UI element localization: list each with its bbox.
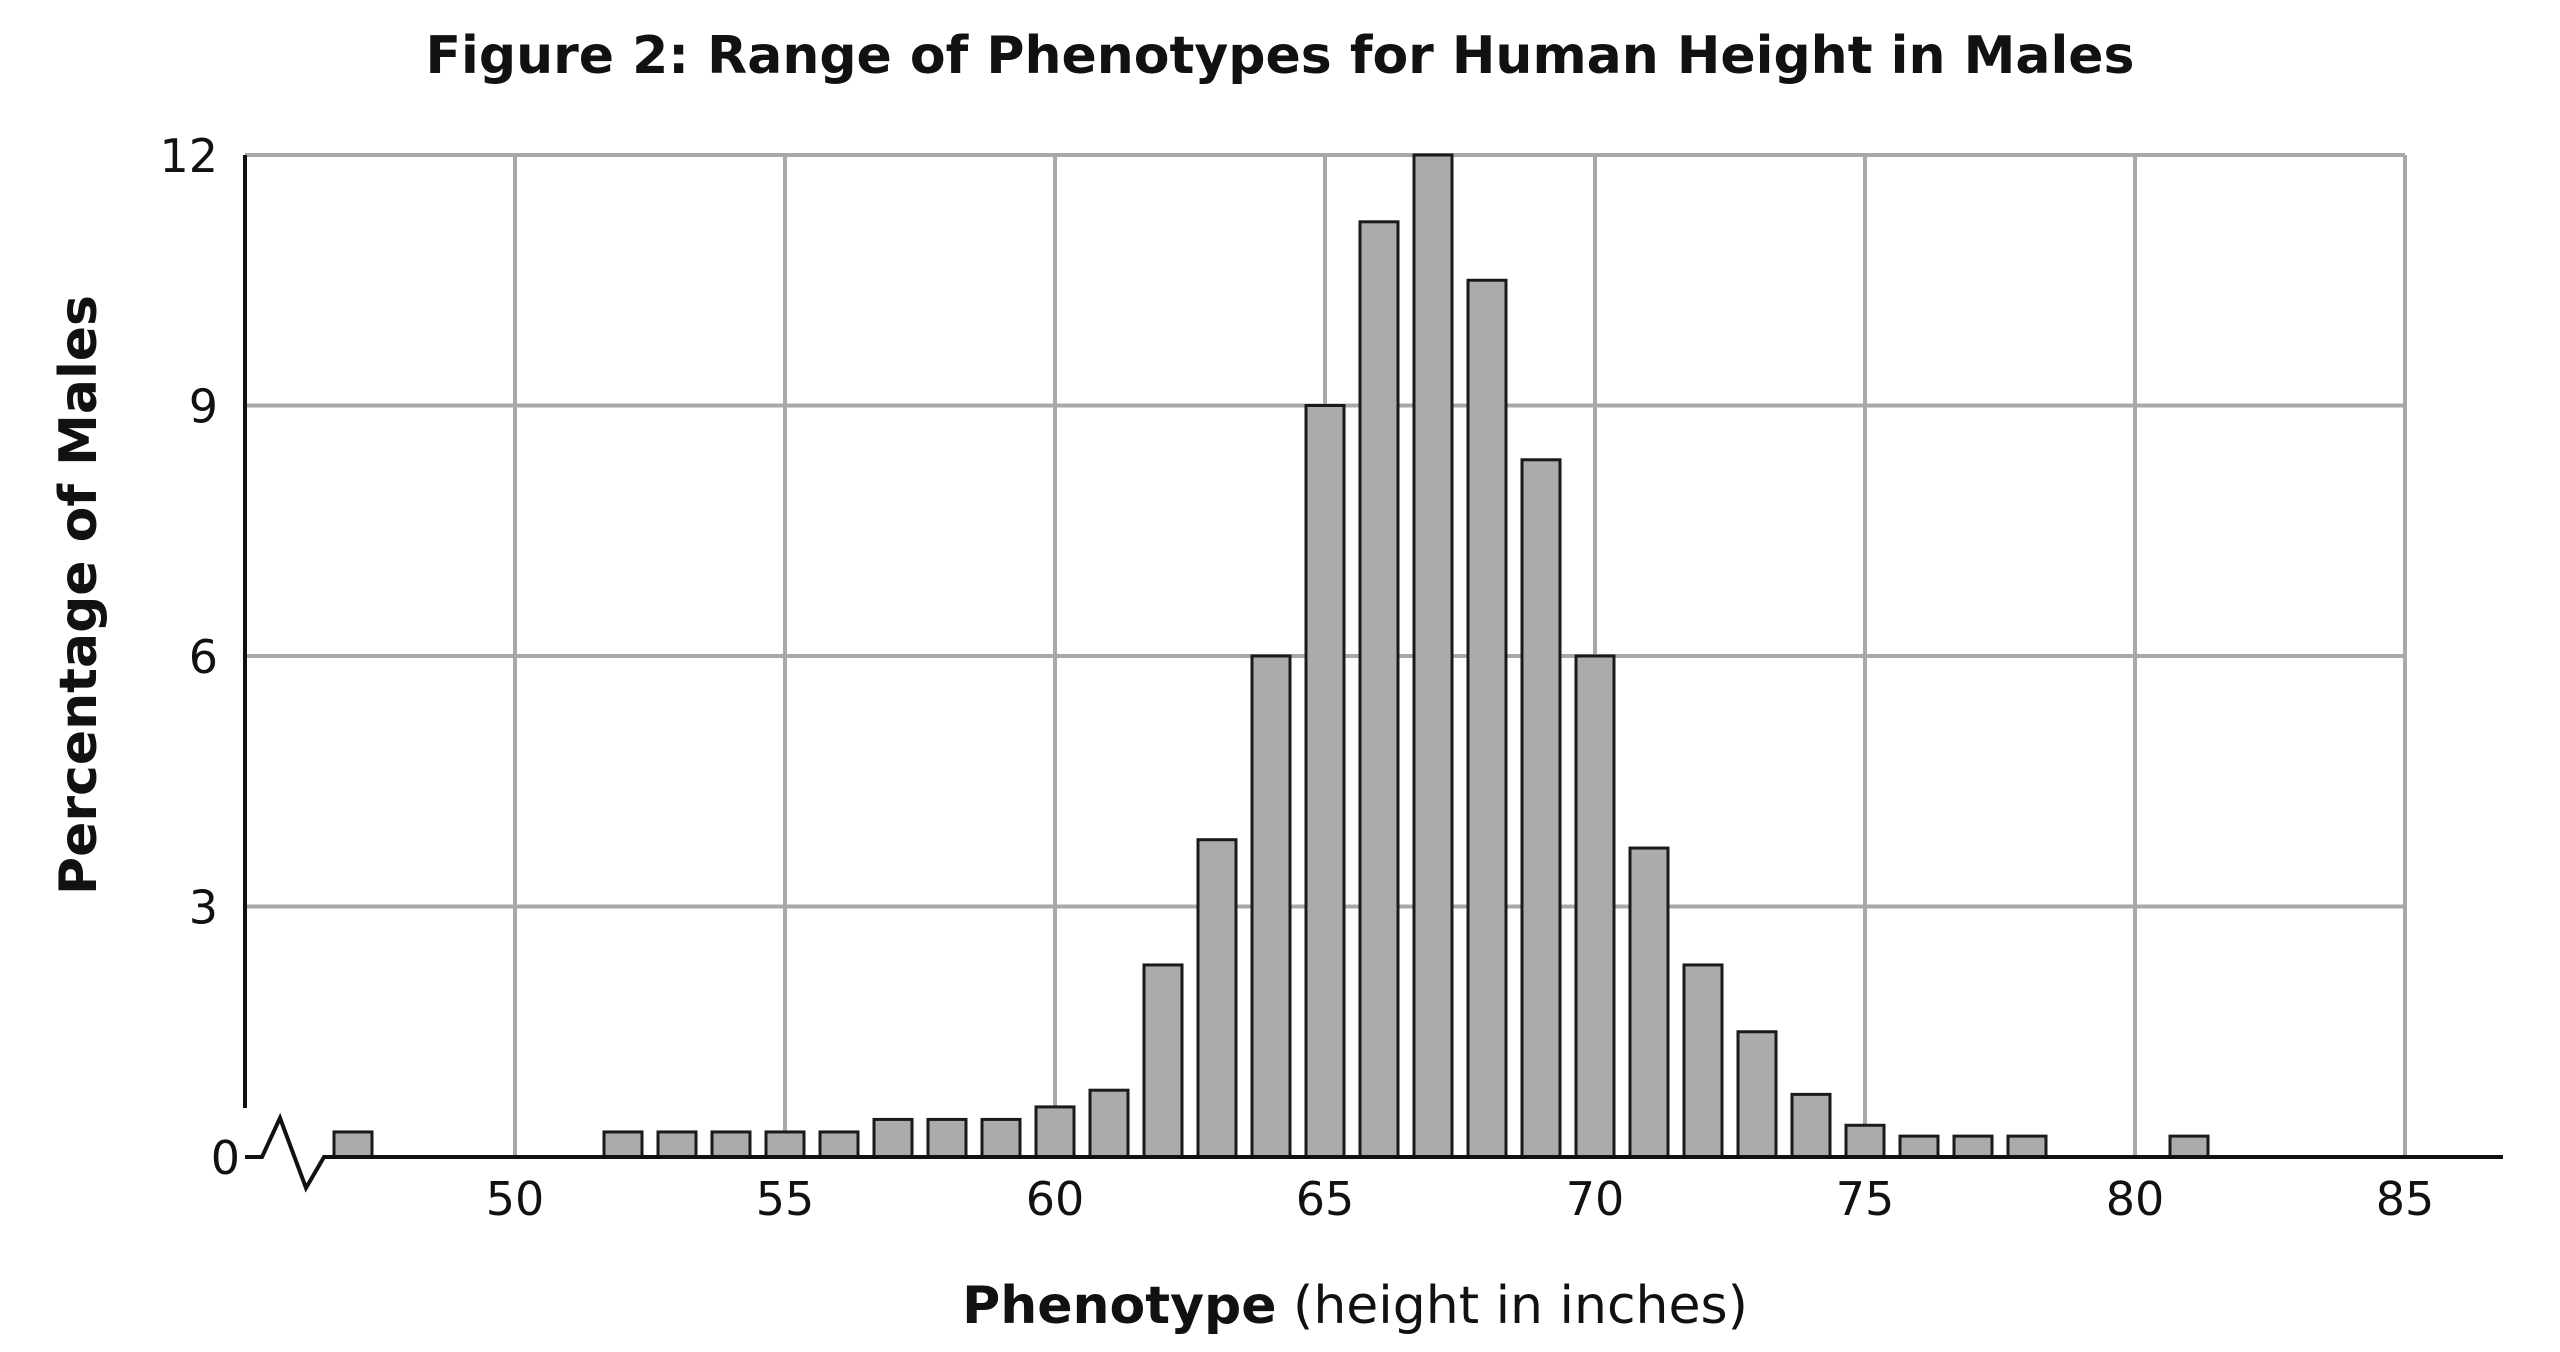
x-tick-label: 55 bbox=[756, 1172, 815, 1226]
x-tick-label: 70 bbox=[1566, 1172, 1625, 1226]
bars bbox=[332, 153, 2210, 1159]
bar bbox=[1466, 278, 1508, 1159]
bar bbox=[2168, 1134, 2210, 1159]
x-tick-label: 60 bbox=[1026, 1172, 1085, 1226]
x-axis-label: Phenotype (height in inches) bbox=[962, 1276, 1748, 1336]
x-axis-label-bold: Phenotype bbox=[962, 1276, 1276, 1336]
y-tick-label: 6 bbox=[189, 630, 218, 684]
bar bbox=[1250, 654, 1292, 1159]
bar bbox=[332, 1130, 374, 1159]
bar bbox=[1304, 404, 1346, 1159]
bar bbox=[2006, 1134, 2048, 1159]
x-tick-label: 85 bbox=[2376, 1172, 2435, 1226]
bar bbox=[1358, 220, 1400, 1159]
x-axis-line-with-break bbox=[245, 1112, 2503, 1193]
bar bbox=[1034, 1105, 1076, 1159]
y-tick-label: 0 bbox=[211, 1131, 240, 1185]
bar bbox=[1520, 458, 1562, 1159]
x-axis-label-rest: (height in inches) bbox=[1277, 1276, 1748, 1336]
bar bbox=[1844, 1123, 1886, 1159]
bar bbox=[1898, 1134, 1940, 1159]
bar bbox=[1952, 1134, 1994, 1159]
x-tick-label: 75 bbox=[1836, 1172, 1895, 1226]
axes bbox=[243, 155, 2503, 1193]
x-tick-label: 50 bbox=[486, 1172, 545, 1226]
bar bbox=[710, 1130, 752, 1159]
bar bbox=[764, 1130, 806, 1159]
bar bbox=[980, 1117, 1022, 1159]
x-tick-label: 80 bbox=[2106, 1172, 2165, 1226]
bar bbox=[1682, 963, 1724, 1159]
bar bbox=[872, 1117, 914, 1159]
y-tick-label: 12 bbox=[159, 129, 218, 183]
x-tick-label: 65 bbox=[1296, 1172, 1355, 1226]
bar bbox=[1412, 153, 1454, 1159]
bar bbox=[656, 1130, 698, 1159]
bar bbox=[602, 1130, 644, 1159]
y-tick-labels: 0 3 6 9 12 bbox=[159, 129, 240, 1185]
bar bbox=[1574, 654, 1616, 1159]
bar bbox=[1196, 838, 1238, 1159]
chart-title: Figure 2: Range of Phenotypes for Human … bbox=[426, 26, 2135, 86]
bar bbox=[1142, 963, 1184, 1159]
x-tick-labels: 50 55 60 65 70 75 80 85 bbox=[486, 1172, 2435, 1226]
bar bbox=[1088, 1088, 1130, 1159]
bar bbox=[1628, 846, 1670, 1159]
bar bbox=[1736, 1030, 1778, 1159]
bar bbox=[818, 1130, 860, 1159]
y-tick-label: 9 bbox=[189, 380, 218, 434]
y-tick-label: 3 bbox=[189, 881, 218, 935]
y-axis-label: Percentage of Males bbox=[49, 295, 109, 895]
bar bbox=[926, 1117, 968, 1159]
bar bbox=[1790, 1092, 1832, 1159]
